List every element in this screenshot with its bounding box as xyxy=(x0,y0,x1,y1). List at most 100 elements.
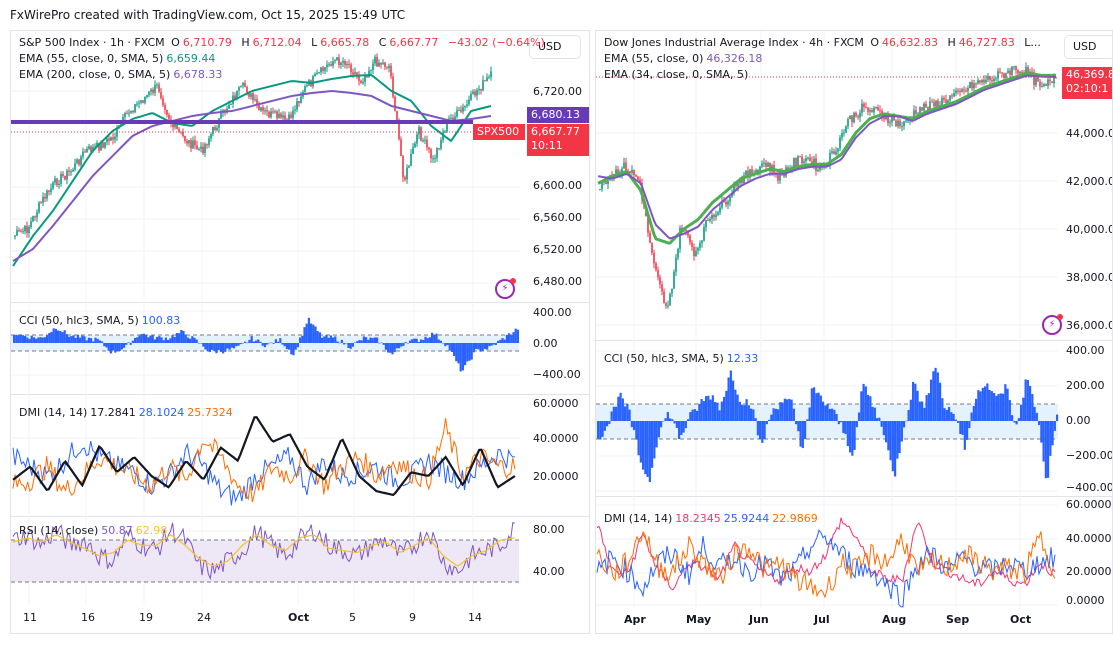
dji-candle xyxy=(925,103,927,108)
dji-symbol[interactable]: Dow Jones Industrial Average Index · 4h … xyxy=(604,36,864,49)
spx-candle xyxy=(466,104,468,106)
dji-price-tick: 40,000.00 xyxy=(1066,223,1112,236)
dji-cci-bar xyxy=(774,408,777,421)
spx-cci-bar xyxy=(90,338,93,343)
dji-candle xyxy=(889,122,891,124)
spx-rsi-ma-line xyxy=(12,534,515,567)
dji-candle xyxy=(793,158,795,167)
dji-cci-bar xyxy=(981,387,984,421)
dji-price-pane[interactable]: Dow Jones Industrial Average Index · 4h … xyxy=(596,31,1112,341)
spx-candle xyxy=(52,182,54,189)
dji-currency-button[interactable]: USD xyxy=(1064,35,1112,59)
spx-cci-bar xyxy=(382,343,385,345)
spx-cci-bar xyxy=(327,337,330,343)
spx-candle xyxy=(404,177,406,180)
spx-candle xyxy=(438,148,440,150)
dji-candle xyxy=(635,175,637,177)
dji-cci-bar xyxy=(804,421,807,440)
dji-cci-bar xyxy=(891,421,894,472)
spx-last-price: 6,667.77 xyxy=(531,125,580,138)
spx-candle xyxy=(244,83,246,87)
dji-cci-bar xyxy=(754,418,757,421)
spx-candle xyxy=(480,88,482,91)
spx-candle xyxy=(486,77,488,82)
spx-cci-bar xyxy=(360,340,363,343)
dji-candle xyxy=(623,162,625,169)
spx-dmi-pane[interactable]: DMI (14, 14) 17.2841 28.1024 25.7324 60.000… xyxy=(11,395,589,517)
tradingview-lightning-icon[interactable]: ⚡ xyxy=(495,278,516,299)
spx-cci-bar xyxy=(274,339,277,343)
dji-dmi-pane[interactable]: DMI (14, 14) 18.2345 25.9244 22.9869 60.000… xyxy=(596,497,1112,609)
spx-cci-bar xyxy=(492,343,495,345)
dji-cci-bar xyxy=(882,421,885,436)
dji-candle xyxy=(731,193,733,197)
spx-cci-bar xyxy=(266,343,269,345)
dji-ema55-row[interactable]: EMA (55, close, 0) 46,326.18 xyxy=(604,51,1044,67)
spx-cci-bar xyxy=(312,324,315,343)
dji-cci-bar xyxy=(851,421,854,456)
spx-candle xyxy=(66,170,68,180)
spx-candle xyxy=(346,63,348,66)
dji-candle xyxy=(919,107,921,114)
dji-candle xyxy=(665,303,667,306)
spx-cci-bar xyxy=(459,343,462,372)
dji-candle xyxy=(835,151,837,155)
spx-candle xyxy=(414,143,416,148)
dji-cci-bar xyxy=(887,421,890,451)
spx-candle xyxy=(174,124,176,128)
spx-candle xyxy=(214,127,216,131)
dji-candle xyxy=(655,263,657,271)
spx-time-axis[interactable]: 11 16 19 24 Oct 5 9 14 xyxy=(11,609,589,629)
spx-price-tick: 6,720.00 xyxy=(533,85,582,98)
dji-candle xyxy=(701,240,703,243)
dji-cci-pane[interactable]: CCI (50, hlc3, SMA, 5) 12.33 400.00 200.0… xyxy=(596,341,1112,497)
dji-candle xyxy=(813,158,815,167)
spx-candle xyxy=(44,196,46,199)
spx-ema200-row[interactable]: EMA (200, close, 0, SMA, 5) 6,678.33 xyxy=(19,67,548,83)
spx-price-pane[interactable]: S&P 500 Index · 1h · FXCM O 6,710.79 H 6,7… xyxy=(11,31,589,303)
tradingview-lightning-icon[interactable]: ⚡ xyxy=(1042,314,1063,335)
dji-time-axis[interactable]: Apr May Jun Jul Aug Sep Oct xyxy=(596,611,1112,631)
spx-cci-pane[interactable]: CCI (50, hlc3, SMA, 5) 100.83 400.00 0.00… xyxy=(11,303,589,395)
spx-cci-bar xyxy=(398,343,401,349)
spx-rsi-pane[interactable]: RSI (14, close) 50.87 62.98 80.00 40.00 xyxy=(11,517,589,605)
spx-cci-bar xyxy=(193,337,196,343)
dji-candle xyxy=(1025,67,1027,77)
dji-candle xyxy=(693,246,695,256)
spx-ema200-label: EMA (200, close, 0, SMA, 5) xyxy=(19,68,171,81)
spx-cci-bar xyxy=(204,343,207,350)
dji-cci-bar xyxy=(986,383,989,421)
spx-cci-bar xyxy=(332,337,335,343)
spx-candle xyxy=(334,60,336,62)
dji-cci-bar xyxy=(1031,394,1034,421)
dji-candle xyxy=(651,242,653,253)
spx-cci-bar xyxy=(147,337,150,343)
dji-cci-bar xyxy=(907,409,910,421)
spx-chart-panel[interactable]: S&P 500 Index · 1h · FXCM O 6,710.79 H 6,7… xyxy=(10,30,590,634)
dji-cci-bar xyxy=(743,405,746,421)
spx-rsi-tick: 40.00 xyxy=(533,565,565,578)
spx-cci-tick: 400.00 xyxy=(533,306,572,319)
spx-currency-button[interactable]: USD xyxy=(529,35,581,59)
spx-cci-bar xyxy=(15,334,18,343)
spx-symbol[interactable]: S&P 500 Index · 1h · FXCM xyxy=(19,36,165,49)
spx-ema55-row[interactable]: EMA (55, close, 0, SMA, 5) 6,659.44 xyxy=(19,51,548,67)
spx-cci-bar xyxy=(72,335,75,343)
spx-candle xyxy=(270,111,272,118)
dji-candle xyxy=(905,120,907,122)
dji-cci-bar xyxy=(963,421,966,450)
spx-cci-bar xyxy=(171,335,174,343)
dji-candle xyxy=(993,78,995,82)
dji-ohlc-truncated: L... xyxy=(1024,36,1041,49)
spx-cci-bar xyxy=(411,339,414,343)
dji-candle xyxy=(913,110,915,120)
spx-cci-bar xyxy=(81,335,84,343)
dji-ema34-row[interactable]: EMA (34, close, 0, SMA, 5) xyxy=(604,67,1044,83)
spx-candle xyxy=(178,129,180,132)
dji-cci-bar xyxy=(844,421,847,435)
dji-chart-panel[interactable]: Dow Jones Industrial Average Index · 4h … xyxy=(595,30,1113,634)
dji-cci-bar xyxy=(666,411,669,421)
spx-cci-bar xyxy=(246,342,249,344)
dji-cci-bar xyxy=(810,388,813,421)
dji-cci-bar xyxy=(599,421,602,440)
